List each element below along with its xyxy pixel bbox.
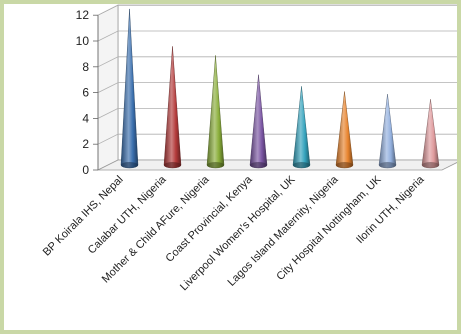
cone-base (207, 162, 224, 168)
x-category-label: BP Koirala IHS, Nepal (41, 174, 126, 259)
bar-cone (421, 99, 440, 169)
cone-base (336, 162, 353, 168)
x-category-label: Coast Provincial, Kenya (164, 173, 256, 265)
y-tick-label: 12 (76, 8, 90, 22)
x-category-label: Calabar UTH, Nigeria (86, 173, 169, 256)
y-axis: 0 2 4 6 8 10 12 (76, 8, 99, 177)
cone-base (422, 162, 439, 168)
gridline (97, 108, 457, 119)
bar-cone (292, 86, 311, 169)
y-tick-label: 8 (82, 60, 89, 74)
bar-cone (335, 91, 354, 169)
bars (120, 8, 440, 169)
cone-base (250, 162, 267, 168)
y-tick-label: 6 (82, 86, 89, 100)
gridline (97, 4, 457, 16)
y-tick-label: 0 (82, 163, 89, 177)
cone-base (293, 162, 310, 168)
cone-base (164, 162, 181, 168)
bar-cone (378, 94, 397, 169)
gridline (97, 82, 457, 93)
gridline (97, 56, 457, 68)
chart-walls (97, 4, 457, 171)
y-tick-label: 4 (82, 111, 89, 125)
bar-cone (249, 74, 268, 169)
gridline (97, 30, 457, 42)
bar-cone (206, 55, 225, 169)
y-tick-label: 2 (82, 137, 89, 151)
bar-cone (163, 46, 182, 169)
floor (97, 159, 457, 171)
y-tick-label: 10 (76, 34, 90, 48)
gridlines (97, 4, 457, 145)
cone-base (379, 162, 396, 168)
bar-cone (120, 8, 139, 169)
cone-base (121, 162, 138, 168)
